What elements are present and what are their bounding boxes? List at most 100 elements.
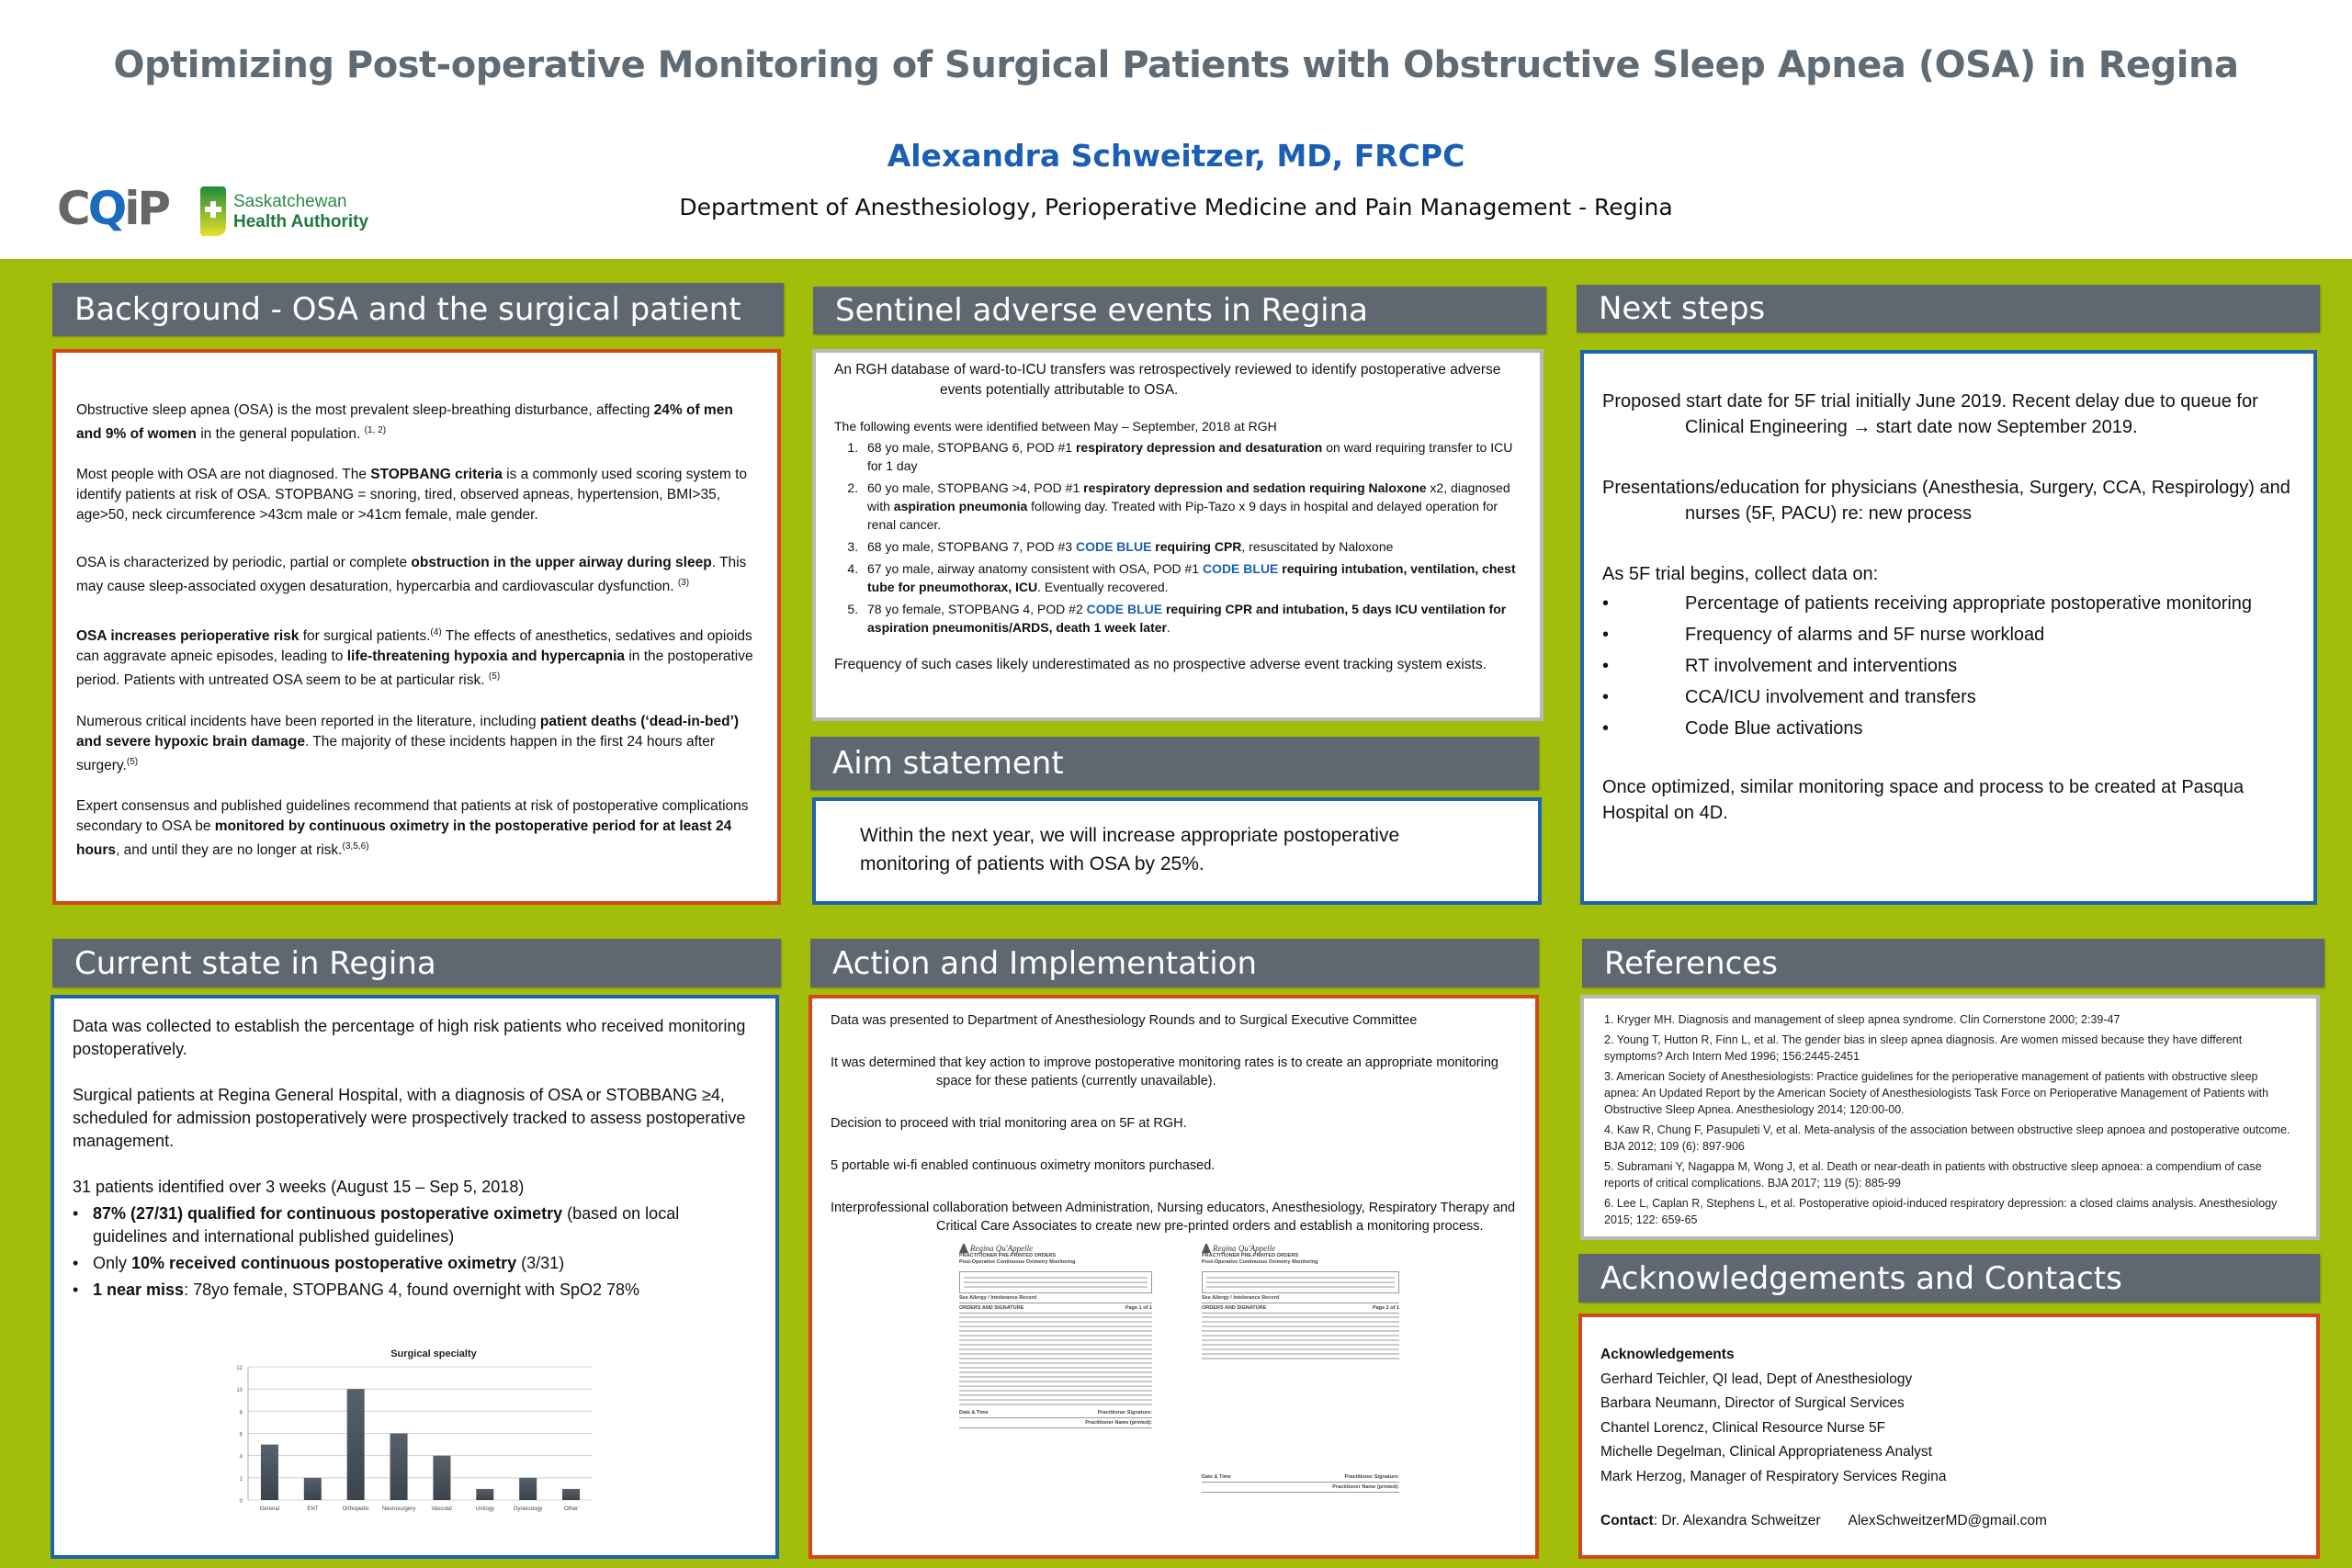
text-run: . The majority of these incidents happen…: [76, 733, 715, 773]
action-panel: Data was presented to Department of Anes…: [808, 995, 1539, 1559]
form-org: Regina Qu'Appelle: [1202, 1244, 1399, 1253]
cqip-logo-ip: iP: [124, 182, 171, 235]
x-tick-label: Other: [564, 1506, 578, 1512]
sha-logo-line2: Health Authority: [233, 212, 369, 231]
bar-urology: [476, 1488, 494, 1500]
bullet-icon: •: [1602, 625, 1610, 645]
action-heading: Action and Implementation: [810, 939, 1539, 987]
form-subtitle: Post-Operative Continuous Oximetry Monit…: [959, 1259, 1076, 1265]
text-run: in the general population.: [196, 426, 365, 443]
text-run: obstruction in the upper airway during s…: [411, 555, 712, 571]
current-state-paragraph: Data was collected to establish the perc…: [73, 1017, 746, 1058]
sentinel-events-intro: The following events were identified bet…: [834, 419, 1277, 434]
sha-cross-icon: [200, 186, 226, 236]
background-paragraph: Numerous critical incidents have been re…: [76, 712, 757, 776]
next-steps-bullet: • Code Blue activations: [1602, 716, 2295, 741]
action-item: Data was presented to Department of Anes…: [831, 1013, 1418, 1028]
next-steps-bullet: • CCA/ICU involvement and transfers: [1602, 684, 2295, 710]
next-steps-bullet: • Percentage of patients receiving approp…: [1602, 591, 2295, 616]
saskatchewan-health-authority-logo: Saskatchewan Health Authority: [200, 186, 375, 238]
background-paragraph: Obstructive sleep apnea (OSA) is the mos…: [76, 400, 757, 445]
contact-line: Contact: Dr. Alexandra Schweitzer AlexSch…: [1600, 1509, 2298, 1534]
text-run: 1 near miss: [93, 1280, 185, 1299]
text-run: requiring CPR: [1151, 539, 1242, 554]
citation: (3,5,6): [342, 840, 369, 852]
current-state-bullet: • 87% (27/31) qualified for continuous po…: [73, 1202, 757, 1248]
next-steps-closing: Once optimized, similar monitoring space…: [1602, 777, 2245, 823]
text-run: (based on local guidelines and internati…: [93, 1204, 680, 1246]
sha-logo-line1: Saskatchewan: [233, 192, 347, 211]
x-tick-label: Gynecology: [514, 1506, 543, 1512]
bar-general: [260, 1444, 278, 1500]
x-tick-label: Orthopedic: [343, 1506, 369, 1512]
sentinel-events-list: 68 yo male, STOPBANG 6, POD #1 respirato…: [834, 438, 1521, 637]
text-run: patient deaths (‘dead-in-bed’) and sever…: [76, 713, 740, 750]
citation: (3): [677, 578, 690, 589]
form-page: Page 2 of 1: [1372, 1305, 1399, 1311]
background-paragraph: OSA is characterized by periodic, partia…: [76, 553, 757, 597]
text-run: Expert consensus and published guideline…: [76, 797, 749, 834]
bar-neurosurgery: [390, 1433, 408, 1500]
text-run: STOPBANG criteria: [370, 467, 503, 483]
text-run: requiring CPR and intubation, 5 days ICU…: [867, 602, 1507, 635]
text-run: life-threatening hypoxia and hypercapnia: [346, 649, 626, 665]
background-paragraph: Expert consensus and published guideline…: [76, 796, 757, 861]
next-steps-heading: Next steps: [1577, 285, 2320, 333]
text-run: Most people with OSA are not diagnosed. …: [76, 467, 371, 483]
form-title: PRACTITIONER PRE-PRINTED ORDERS: [959, 1253, 1057, 1258]
text-run: 24% of men and 9% of women: [76, 402, 733, 443]
pre-printed-orders-form-page-2: Regina Qu'Appelle PRACTITIONER PRE-PRINT…: [1202, 1244, 1399, 1519]
text-run: in the postoperative period. Patients wi…: [76, 649, 753, 689]
current-state-bullet: • Only 10% received continuous postoperat…: [73, 1252, 757, 1275]
sentinel-panel: An RGH database of ward-to-ICU transfers…: [812, 349, 1544, 721]
action-item: It was determined that key action to imp…: [831, 1055, 1498, 1089]
code-blue-text: CODE BLUE: [1075, 539, 1152, 554]
bullet-icon: •: [1602, 656, 1610, 676]
chart-title: Surgical specialty: [390, 1348, 477, 1359]
text-run: OSA increases perioperative risk: [76, 628, 300, 645]
acknowledged-person: Mark Herzog, Manager of Respiratory Serv…: [1600, 1468, 1947, 1484]
pre-printed-orders-form-page-1: Regina Qu'Appelle PRACTITIONER PRE-PRINT…: [959, 1244, 1152, 1519]
current-state-heading: Current state in Regina: [52, 939, 781, 987]
references-panel: 1. Kryger MH. Diagnosis and management o…: [1580, 995, 2320, 1240]
reference-item: 5. Subramani Y, Nagappa M, Wong J, et al…: [1604, 1160, 2262, 1190]
y-tick-label: 4: [240, 1455, 243, 1461]
form-date-label: Date & Time: [1202, 1474, 1231, 1480]
cqip-logo: CQiP: [57, 182, 171, 235]
surgical-specialty-chart: Surgical specialty 0 2 4 6 8 10 12 General ENT Or…: [236, 1348, 593, 1512]
aim-statement: Within the next year, we will increase a…: [860, 825, 1400, 874]
text-run: 68 yo male, STOPBANG 7, POD #3: [867, 539, 1076, 554]
y-tick-label: 10: [236, 1388, 243, 1393]
text-run: respiratory depression and sedation requ…: [1083, 480, 1427, 495]
bullet-icon: •: [1602, 593, 1610, 614]
acknowledgements-panel: Acknowledgements Gerhard Teichler, QI le…: [1578, 1314, 2320, 1559]
background-paragraph: OSA increases perioperative risk for sur…: [76, 623, 757, 691]
text-run: 68 yo male, STOPBANG 6, POD #1: [867, 440, 1076, 455]
text-run: aspiration pneumonia: [893, 499, 1028, 513]
form-signature: Practitioner Signature:: [1344, 1474, 1399, 1480]
bar-gynecology: [519, 1477, 537, 1500]
citation: (5): [126, 756, 139, 767]
bullet-text: 87% (27/31) qualified for continuous pos…: [93, 1204, 679, 1246]
y-tick-label: 0: [240, 1499, 243, 1505]
bullet-icon: •: [73, 1280, 79, 1299]
reference-item: 3. American Society of Anesthesiologists…: [1604, 1070, 2269, 1116]
reference-item: 2. Young T, Hutton R, Finn L, et al. The…: [1604, 1033, 2243, 1063]
contact-name: : Dr. Alexandra Schweitzer: [1653, 1513, 1821, 1529]
x-tick-label: General: [260, 1506, 279, 1512]
reference-item: 4. Kaw R, Chung F, Pasupuleti V, et al. …: [1604, 1123, 2290, 1153]
citation: (1, 2): [364, 425, 387, 435]
cqip-logo-c: C: [57, 182, 91, 235]
code-blue-text: CODE BLUE: [1202, 561, 1279, 576]
bar-orthopedic: [346, 1389, 365, 1500]
next-steps-education: Presentations/education for physicians (…: [1602, 478, 2290, 524]
text-run: .: [1166, 620, 1170, 635]
bar-ent: [303, 1477, 322, 1500]
contact-email-link[interactable]: AlexSchweitzerMD@gmail.com: [1848, 1513, 2047, 1529]
y-tick-label: 8: [240, 1410, 243, 1416]
next-steps-bullets: • Percentage of patients receiving approp…: [1602, 591, 2295, 741]
text-run: following day. Treated with Pip-Tazo x 9…: [867, 499, 1498, 532]
y-tick-label: 12: [236, 1366, 243, 1371]
background-heading: Background - OSA and the surgical patien…: [52, 283, 784, 336]
text-run: OSA is characterized by periodic, partia…: [76, 555, 412, 571]
